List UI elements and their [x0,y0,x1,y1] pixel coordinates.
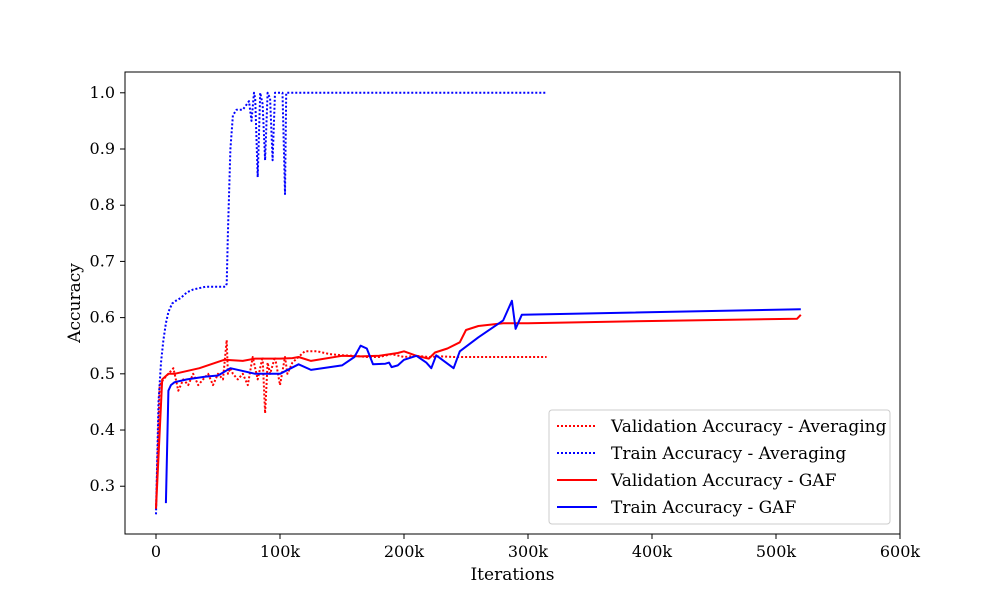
x-tick-label: 200k [384,542,425,561]
legend: Validation Accuracy - Averaging Train Acc… [548,409,891,525]
legend-label: Validation Accuracy - Averaging [610,417,887,437]
y-tick-label: 0.9 [90,139,115,158]
y-tick-label: 0.8 [90,195,115,214]
x-tick-label: 600k [880,542,921,561]
x-axis-label: Iterations [470,565,554,585]
ticks-layer: 0 100k 200k 300k 400k 500k 600k 0.3 0.4 0.5 0.6 0.7… [90,83,921,561]
x-tick-label: 300k [508,542,549,561]
legend-label: Train Accuracy - Averaging [611,444,846,464]
y-tick-label: 0.6 [90,308,115,327]
series-line-1 [155,339,547,509]
y-tick-label: 0.3 [90,476,115,495]
series-line-4 [164,299,801,504]
x-tick-label: 500k [756,542,797,561]
x-tick-label: 0 [151,542,161,561]
x-tick-label: 400k [632,542,673,561]
y-tick-label: 0.5 [90,364,115,383]
series-line-2 [155,91,547,515]
legend-label: Validation Accuracy - GAF [610,471,837,491]
y-tick-label: 1.0 [90,83,115,102]
legend-label: Train Accuracy - GAF [611,498,796,518]
y-tick-label: 0.7 [90,251,115,270]
legend-items: Validation Accuracy - Averaging Train Acc… [557,417,887,518]
plot-frame [124,71,901,535]
x-tick-label: 100k [260,542,301,561]
series-layer [155,91,802,515]
y-axis-label: Accuracy [65,263,85,344]
y-tick-label: 0.4 [90,420,115,439]
legend-box [548,409,891,525]
